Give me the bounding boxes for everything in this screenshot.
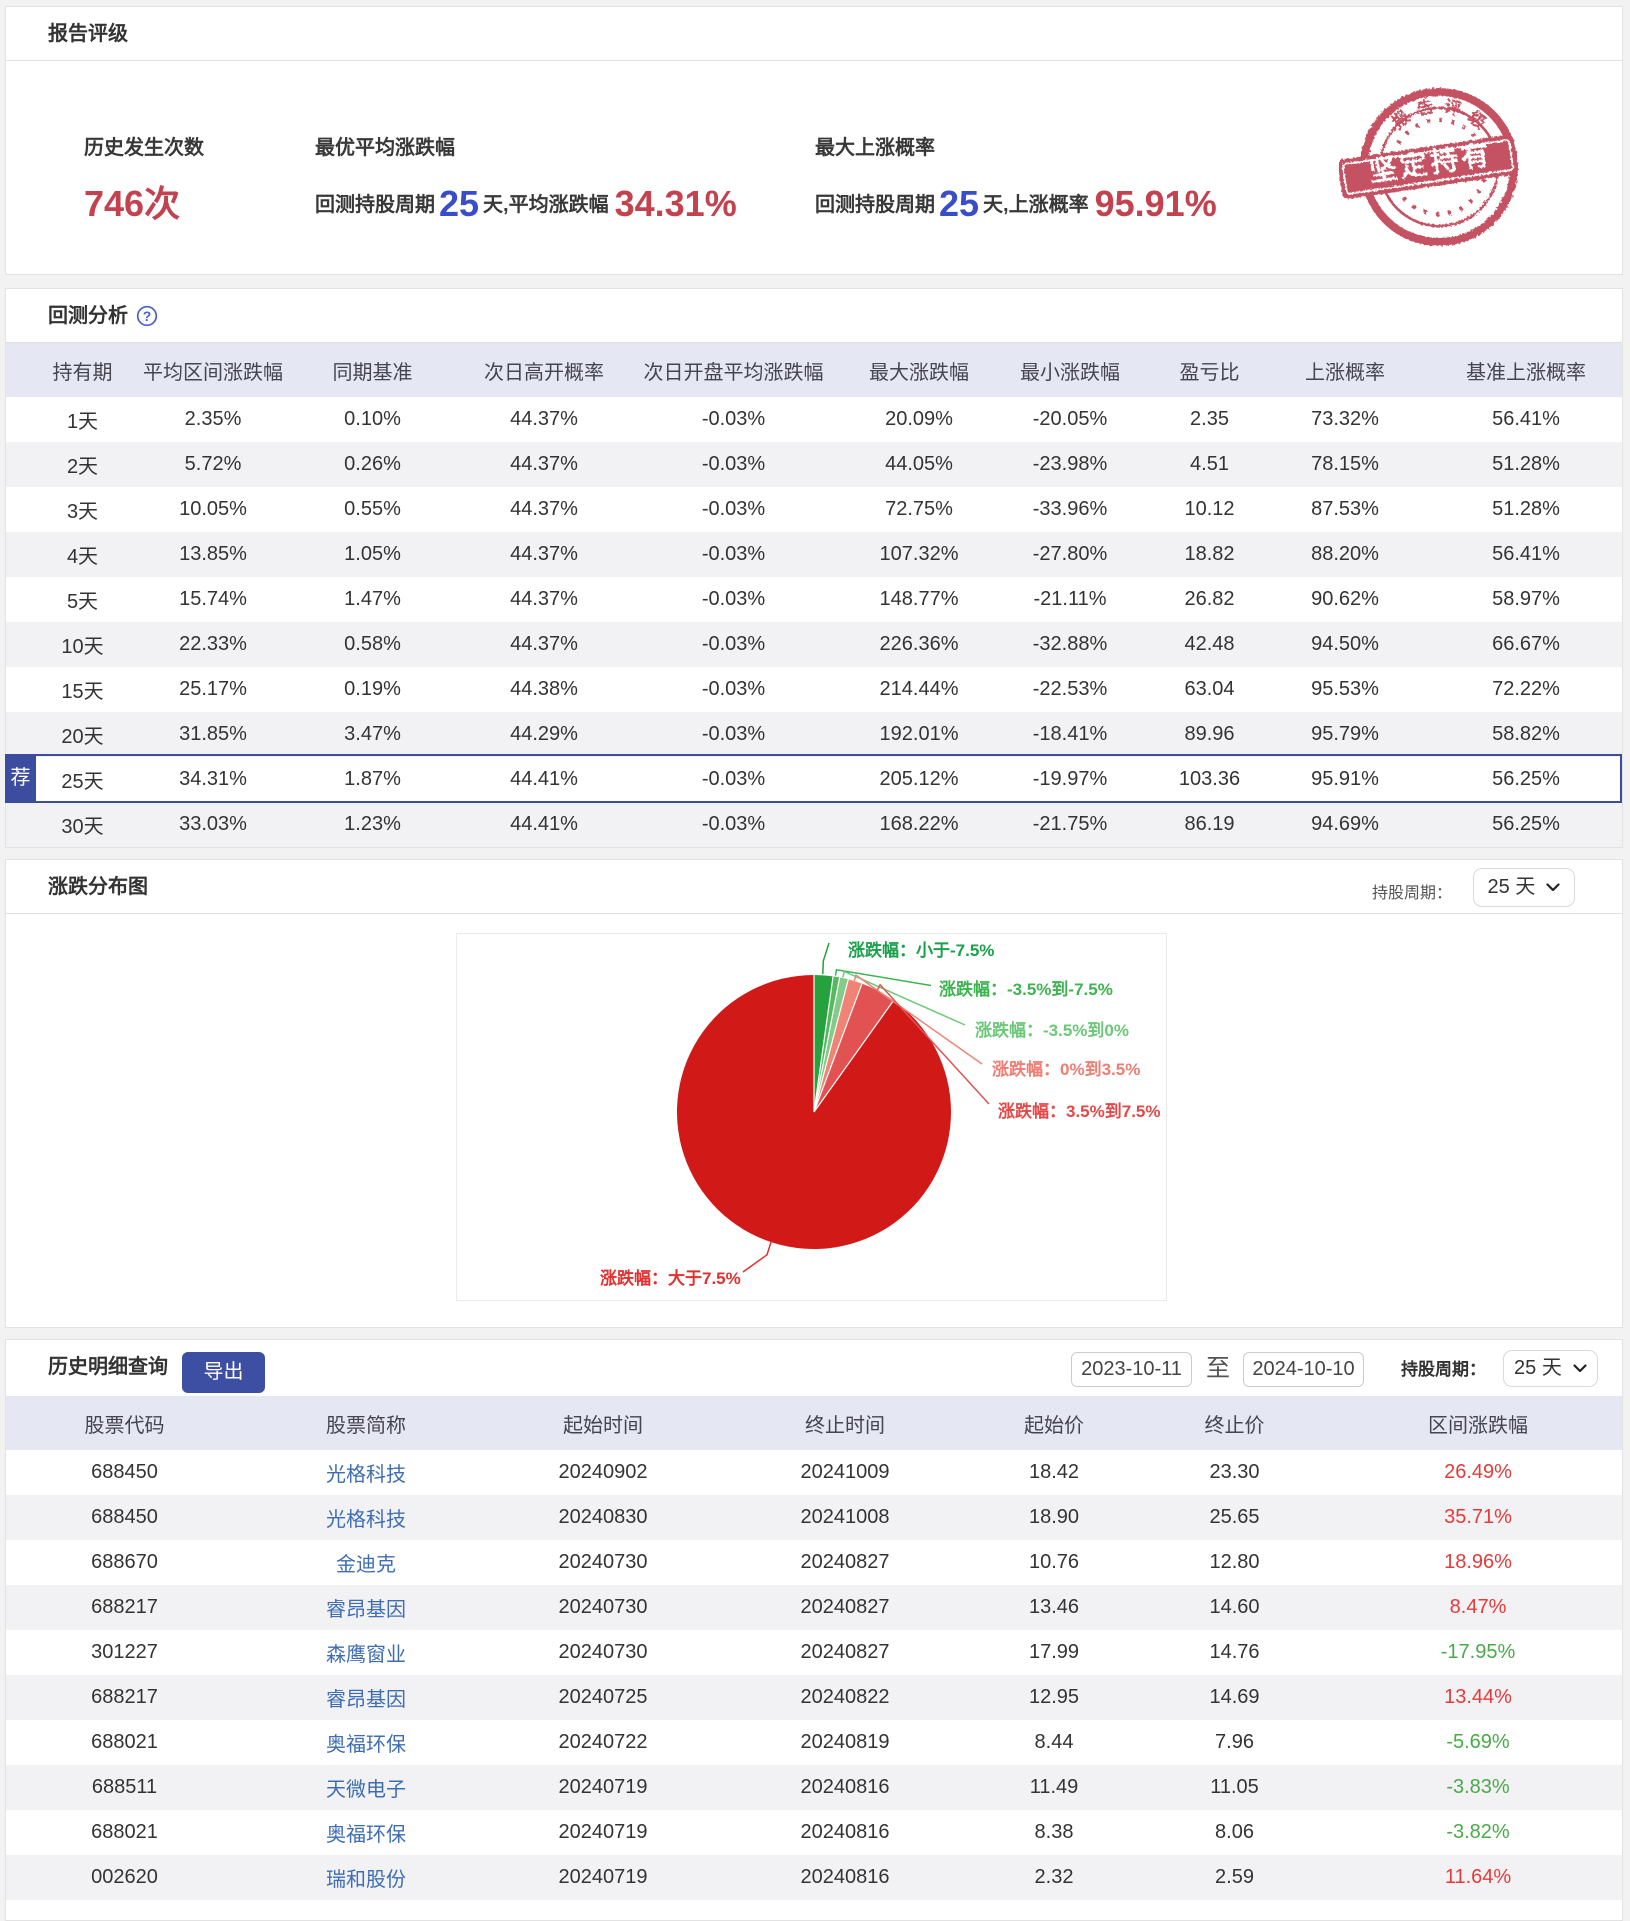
- svg-text:?: ?: [142, 308, 151, 324]
- svg-text:评: 评: [1442, 97, 1463, 119]
- svg-text:告: 告: [1415, 96, 1436, 119]
- svg-text:涨跌幅：小于-7.5%: 涨跌幅：小于-7.5%: [848, 940, 994, 960]
- svg-text:涨跌幅：-3.5%到0%: 涨跌幅：-3.5%到0%: [975, 1020, 1129, 1040]
- svg-text:涨跌幅：-3.5%到-7.5%: 涨跌幅：-3.5%到-7.5%: [939, 979, 1113, 999]
- svg-text:涨跌幅：0%到3.5%: 涨跌幅：0%到3.5%: [992, 1059, 1140, 1079]
- svg-text:涨跌幅：大于7.5%: 涨跌幅：大于7.5%: [600, 1268, 741, 1288]
- svg-text:涨跌幅：3.5%到7.5%: 涨跌幅：3.5%到7.5%: [998, 1101, 1161, 1121]
